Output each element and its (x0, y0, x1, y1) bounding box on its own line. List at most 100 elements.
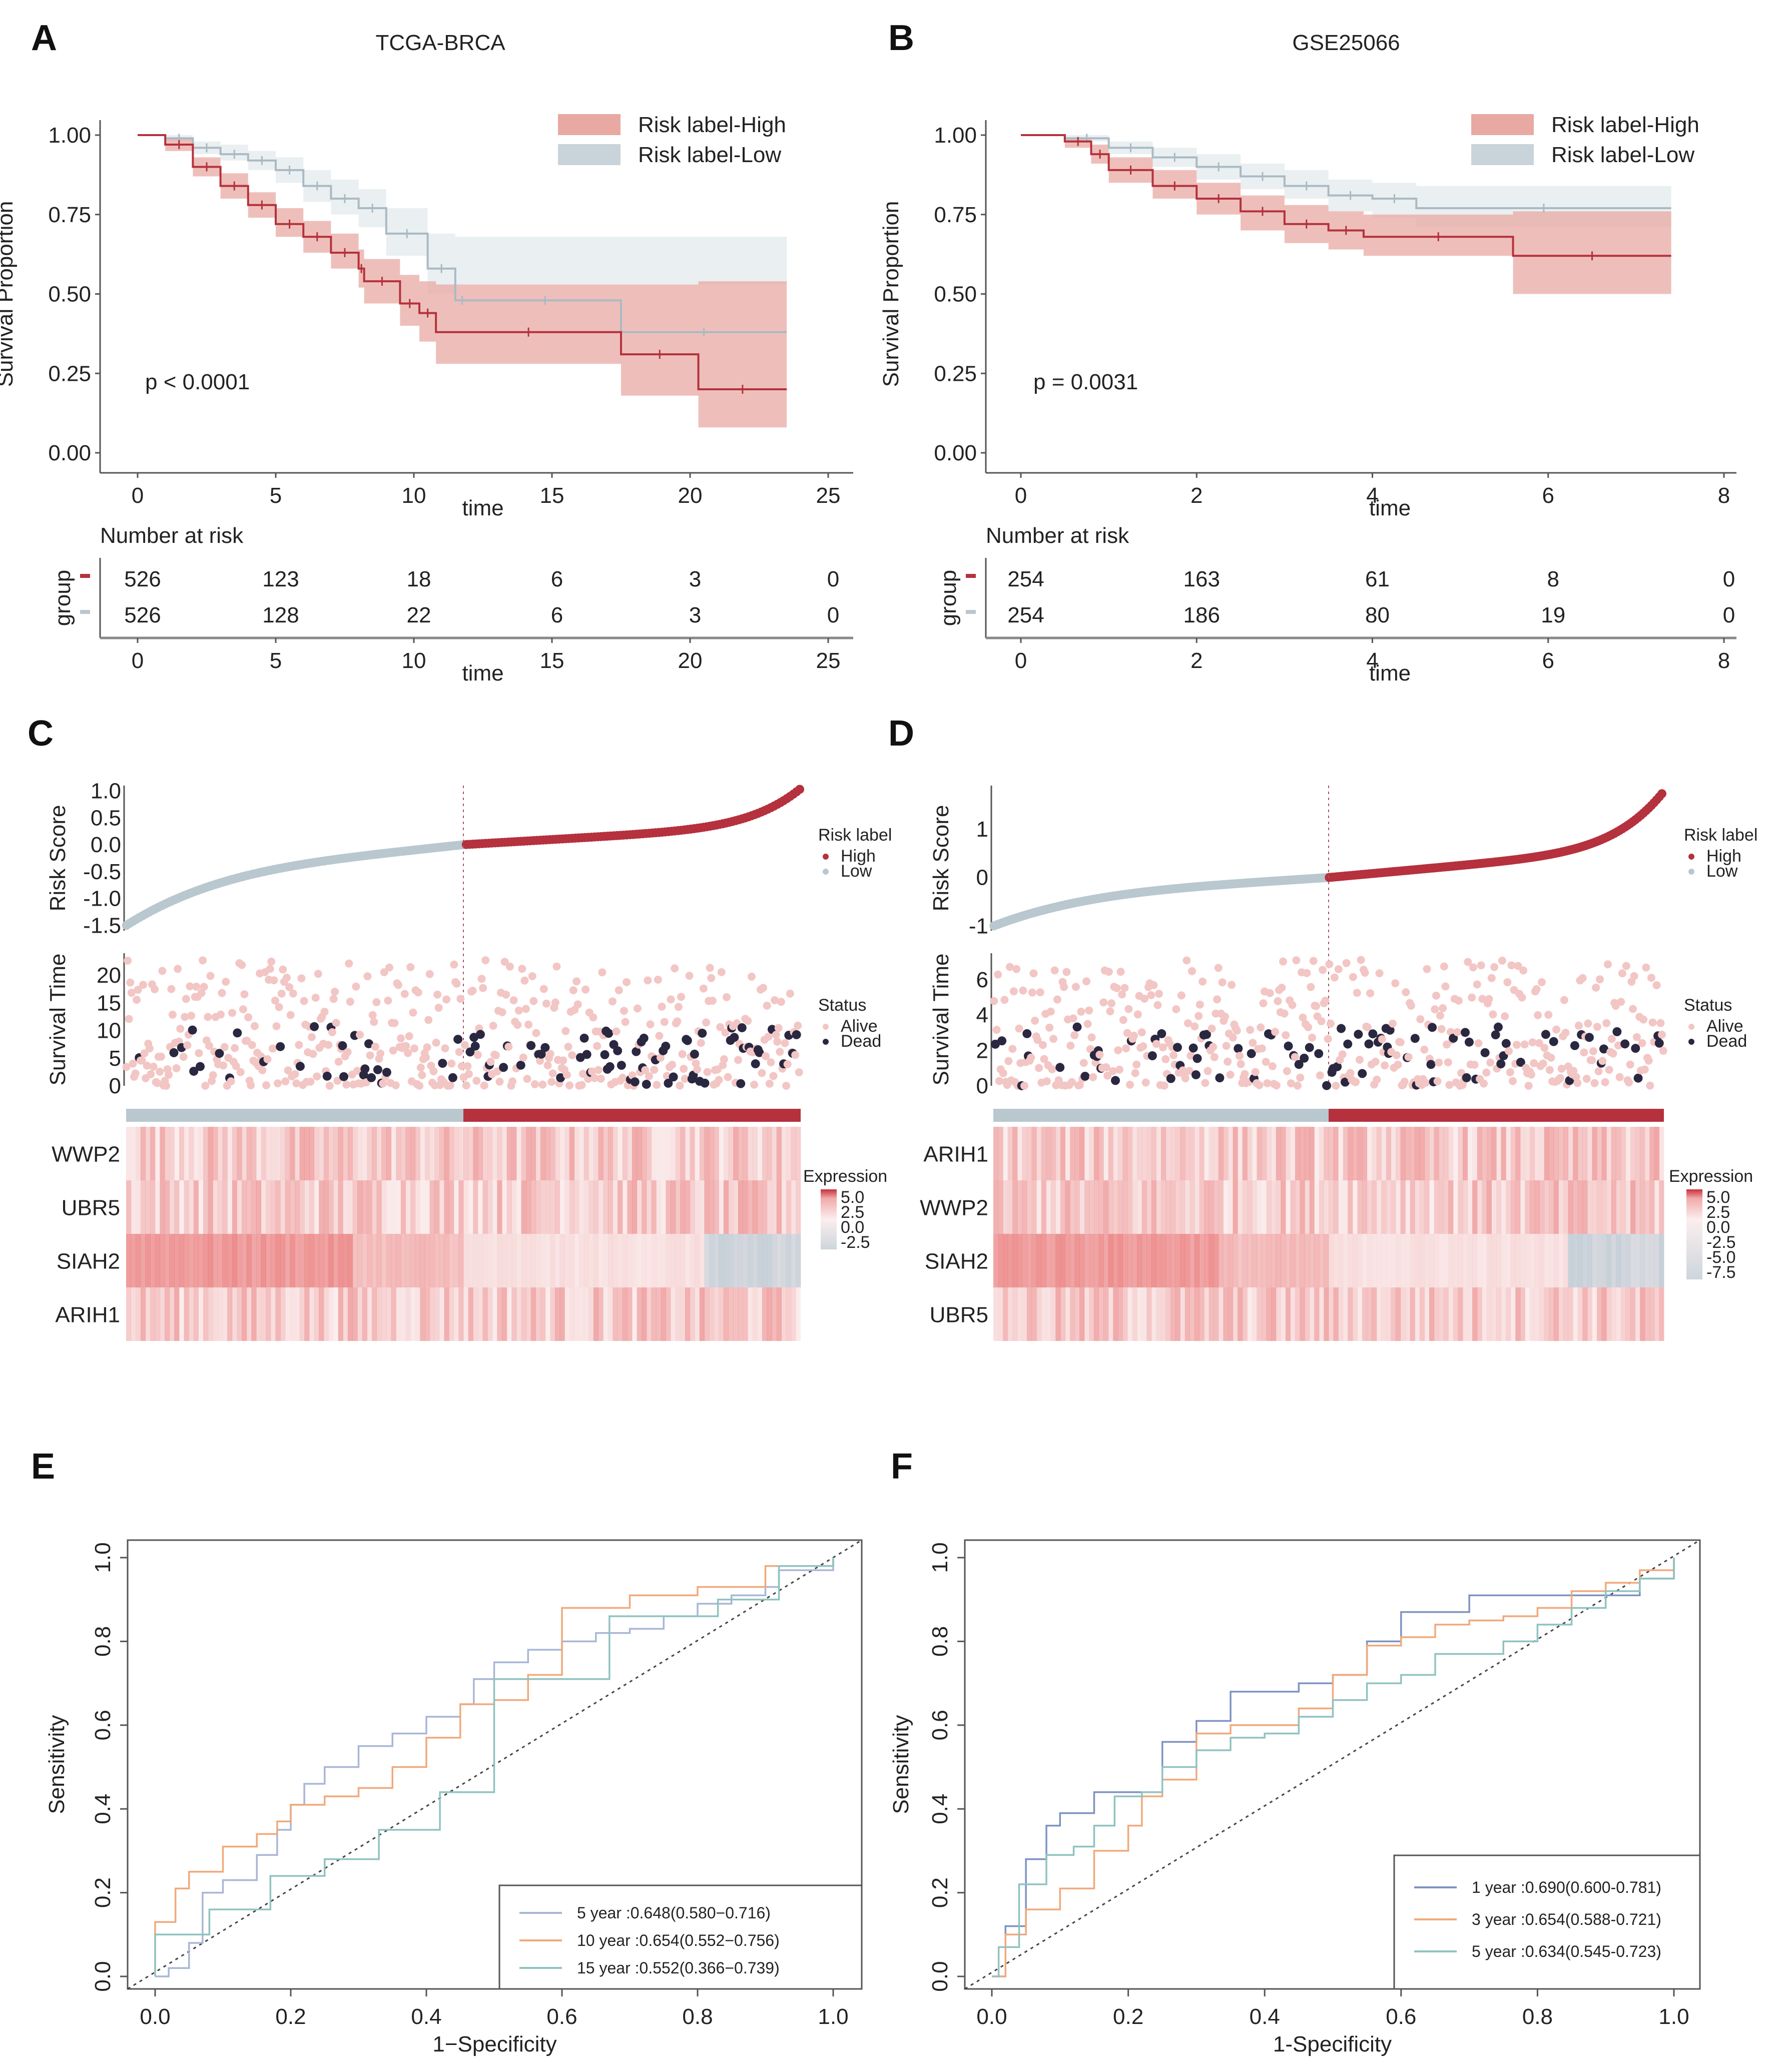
heatmap-cell (1103, 1180, 1109, 1234)
heatmap-cell (444, 1287, 449, 1341)
heatmap-cell (1343, 1234, 1348, 1287)
risk-score-y-tick-label: 0.0 (91, 833, 121, 857)
status-point-alive (285, 983, 294, 991)
heatmap-cell (796, 1180, 801, 1234)
status-point-alive (1482, 1068, 1491, 1077)
status-point-alive (405, 1032, 413, 1040)
status-point-alive (329, 995, 338, 1003)
heatmap-cell (564, 1287, 570, 1341)
status-point-alive (1353, 989, 1361, 997)
heatmap-gene-label: UBR5 (930, 1303, 988, 1327)
status-point-dead (1368, 1029, 1378, 1039)
heatmap-cell (333, 1234, 339, 1287)
status-point-alive (416, 1063, 425, 1072)
heatmap-cell (622, 1234, 628, 1287)
heatmap-cell (1357, 1234, 1363, 1287)
heatmap-cell (1218, 1234, 1224, 1287)
status-point-alive (172, 1064, 181, 1072)
status-point-alive (699, 984, 708, 993)
heatmap-cell (463, 1234, 469, 1287)
heatmap-cell (487, 1234, 493, 1287)
heatmap-cell (275, 1180, 281, 1234)
heatmap-cell (728, 1287, 734, 1341)
status-point-alive (1255, 1081, 1264, 1089)
status-point-alive (139, 981, 147, 989)
heatmap-cell (1424, 1234, 1430, 1287)
status-point-alive (1470, 1060, 1479, 1069)
heatmap-cell (1553, 1127, 1559, 1180)
status-point-alive (568, 1051, 576, 1059)
status-point-alive (1603, 960, 1612, 969)
x-tick-label: 1.0 (818, 2004, 848, 2029)
heatmap-cell (1601, 1180, 1607, 1234)
heatmap-cell (530, 1127, 536, 1180)
heatmap-cell (1520, 1234, 1525, 1287)
status-point-alive (1020, 1081, 1028, 1090)
status-point-alive (620, 1007, 628, 1015)
heatmap-cell (666, 1127, 671, 1180)
status-point-alive (1069, 1014, 1077, 1023)
heatmap-cell (1309, 1180, 1315, 1234)
risk-point-high (795, 785, 805, 794)
heatmap-cell (1113, 1180, 1118, 1234)
status-point-alive (1019, 986, 1027, 995)
heatmap-cell (791, 1127, 796, 1180)
status-point-alive (1229, 1033, 1237, 1042)
status-point-alive (750, 1080, 759, 1089)
status-point-alive (667, 995, 675, 1004)
status-point-alive (1040, 1055, 1048, 1063)
heatmap-cell (131, 1287, 136, 1341)
heatmap-cell (126, 1234, 132, 1287)
status-point-alive (995, 1077, 1003, 1085)
status-point-alive (227, 1077, 235, 1086)
heatmap-cell (1290, 1287, 1296, 1341)
heatmap-cell (738, 1287, 743, 1341)
heatmap-cell (1510, 1127, 1516, 1180)
status-point-alive (1124, 1005, 1133, 1013)
status-point-alive (1104, 968, 1113, 976)
heatmap-cell (1534, 1287, 1540, 1341)
y-tick-label: 0.6 (928, 1710, 952, 1740)
status-point-alive (1506, 1068, 1514, 1077)
heatmap-cell (695, 1180, 700, 1234)
status-point-dead (322, 1071, 332, 1081)
status-point-dead (630, 1077, 640, 1087)
status-point-alive (379, 1079, 387, 1088)
status-point-dead (339, 1072, 349, 1081)
status-point-alive (371, 1042, 379, 1051)
heatmap-cell (1046, 1127, 1051, 1180)
heatmap-cell (521, 1234, 526, 1287)
legend-status-alive-label: Alive (1706, 1017, 1743, 1036)
legend-risk-low-dot (1688, 869, 1694, 875)
status-point-alive (1221, 1012, 1229, 1021)
status-point-alive (1507, 961, 1516, 970)
status-point-alive (262, 1081, 270, 1089)
heatmap-cell (1228, 1127, 1234, 1180)
heatmap-cell (1189, 1180, 1195, 1234)
heatmap-cell (367, 1287, 372, 1341)
heatmap-cell (376, 1127, 382, 1180)
status-point-alive (1196, 1000, 1204, 1009)
status-point-alive (1539, 1059, 1547, 1068)
expression-colorbar (821, 1189, 837, 1249)
heatmap-cell (222, 1180, 228, 1234)
heatmap-cell (1031, 1287, 1037, 1341)
status-point-alive (1363, 1023, 1372, 1031)
heatmap-cell (1376, 1180, 1382, 1234)
status-point-alive (1453, 1028, 1462, 1036)
heatmap-cell (449, 1287, 454, 1341)
heatmap-cell (1448, 1287, 1454, 1341)
heatmap-cell (530, 1287, 536, 1341)
heatmap-cell (1391, 1127, 1396, 1180)
heatmap-cell (314, 1234, 319, 1287)
heatmap-cell (1640, 1127, 1645, 1180)
status-point-alive (1479, 1079, 1488, 1088)
heatmap-cell (1161, 1180, 1166, 1234)
status-point-alive (1487, 974, 1496, 982)
heatmap-cell (554, 1234, 560, 1287)
heatmap-cell (217, 1180, 223, 1234)
heatmap-cell (232, 1287, 237, 1341)
status-point-alive (279, 965, 287, 974)
heatmap-cell (1228, 1234, 1234, 1287)
heatmap-cell (323, 1127, 329, 1180)
